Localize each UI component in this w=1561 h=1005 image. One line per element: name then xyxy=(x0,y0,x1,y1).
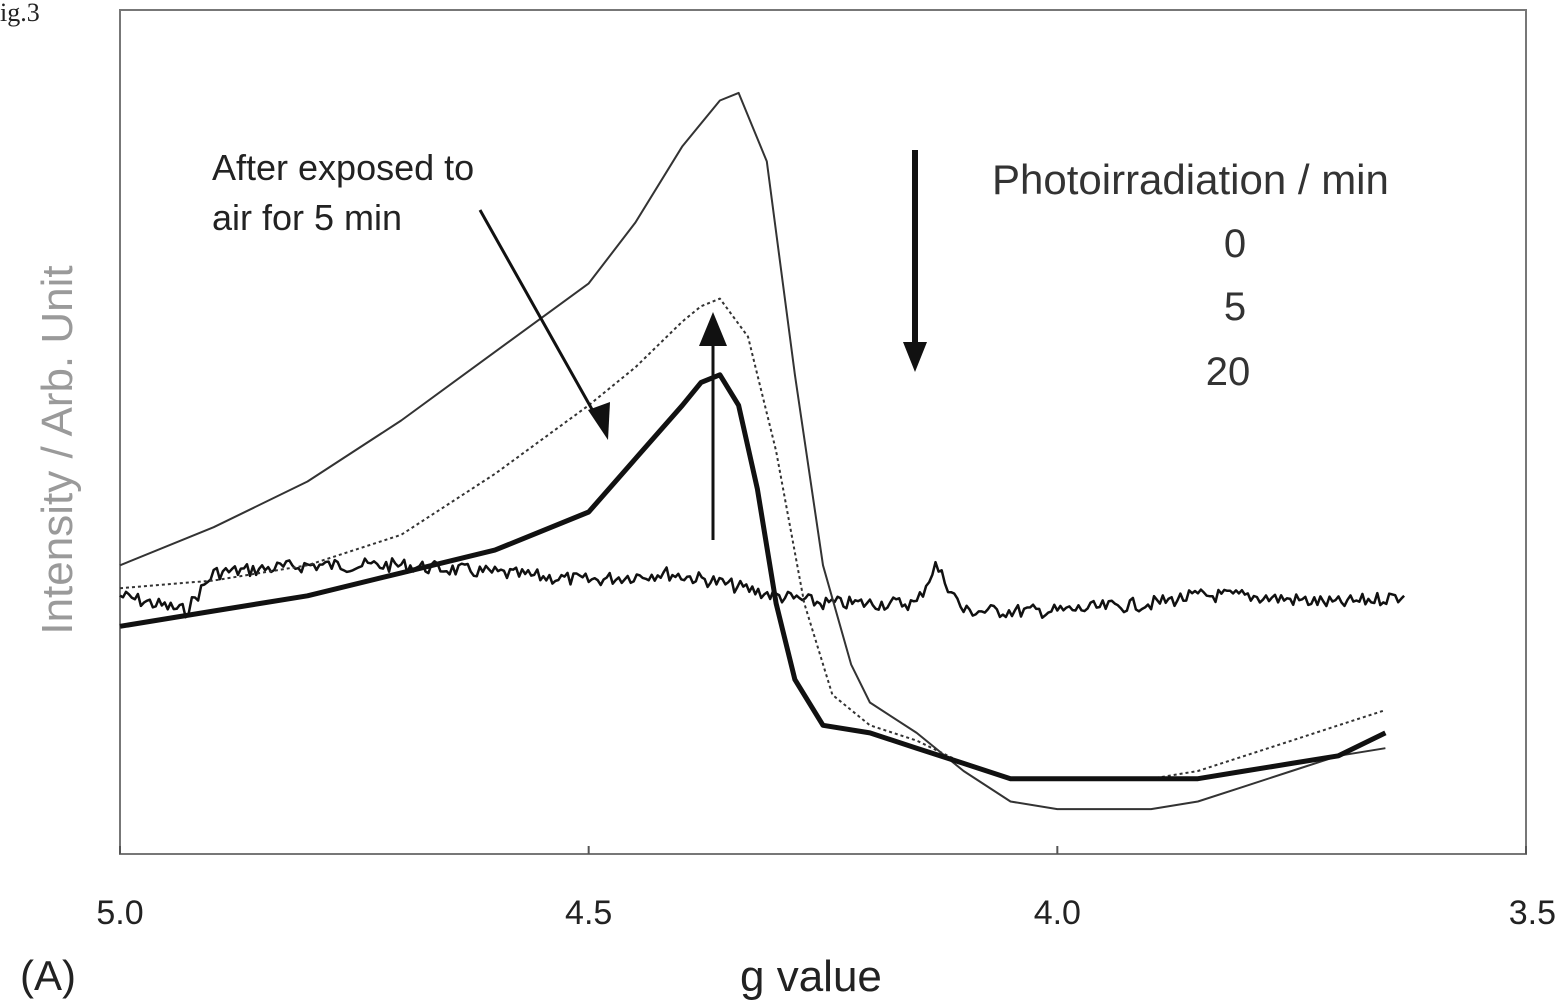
series-layer xyxy=(119,91,1405,811)
increase-arrow-head xyxy=(699,312,727,346)
x-tick-label: 3.5 xyxy=(1509,894,1556,932)
legend-entry: 0 xyxy=(1223,222,1247,266)
annotation-text: After exposed to air for 5 min xyxy=(212,147,475,238)
decrease-arrow-head xyxy=(903,342,927,372)
legend-entry: 5 xyxy=(1223,285,1247,329)
annotation-arrow-line xyxy=(478,209,600,421)
x-ticks: 5.0 4.5 4.0 3.5 xyxy=(96,846,1556,932)
legend-entry: 20 xyxy=(1205,350,1251,394)
series-line xyxy=(119,91,1386,811)
annotation-arrow-head xyxy=(588,402,610,440)
x-tick-label: 4.0 xyxy=(1034,894,1081,932)
panel-label: (A) xyxy=(20,952,76,999)
figure-label: ig.3 xyxy=(0,0,40,27)
legend-title: Photoirradiation / min xyxy=(992,156,1389,203)
x-tick-label: 5.0 xyxy=(96,894,143,932)
y-axis-label: Intensity / Arb. Unit xyxy=(33,265,82,635)
x-axis-label: g value xyxy=(740,952,882,1001)
plot-frame xyxy=(119,9,1527,855)
x-tick-label: 4.5 xyxy=(565,894,612,932)
series-line xyxy=(119,372,1387,782)
series-line xyxy=(119,557,1405,619)
arrows xyxy=(478,150,927,540)
series-line xyxy=(119,297,1386,780)
